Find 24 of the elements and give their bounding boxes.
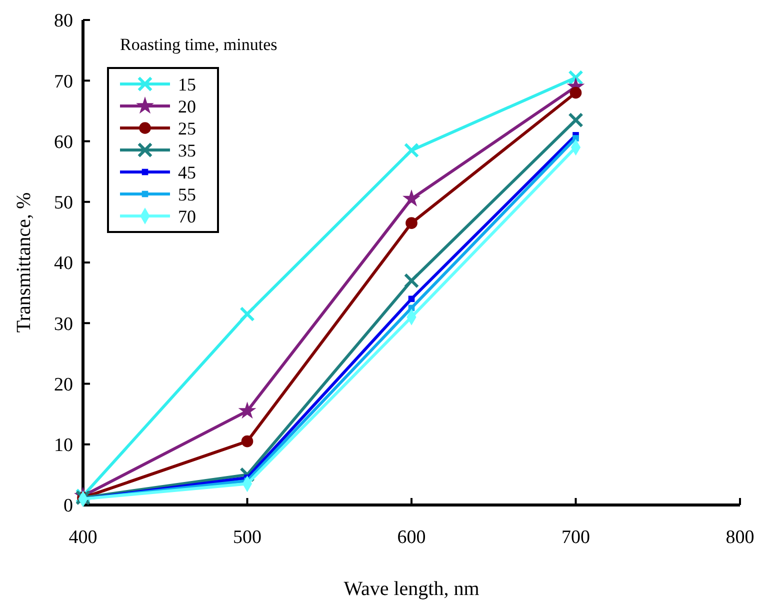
- legend-label: 25: [178, 118, 196, 138]
- y-tick-label: 50: [54, 192, 73, 214]
- x-tick-label: 700: [562, 527, 590, 548]
- y-tick-label: 70: [54, 71, 73, 92]
- y-axis-title: Transmittance, %: [13, 192, 35, 333]
- x-tick-label: 800: [726, 527, 754, 548]
- legend-label: 15: [178, 74, 196, 94]
- legend-label: 20: [178, 96, 196, 116]
- x-tick-label: 500: [233, 527, 262, 548]
- y-tick-label: 80: [54, 10, 73, 32]
- x-tick-label: 400: [68, 527, 98, 548]
- y-tick-label: 20: [54, 374, 73, 396]
- y-tick-label: 40: [54, 253, 73, 274]
- y-tick-label: 10: [54, 435, 73, 456]
- y-tick-label: 60: [54, 132, 73, 153]
- legend-label: 55: [178, 184, 196, 204]
- legend-label: 35: [178, 140, 196, 160]
- y-tick-label: 0: [64, 496, 73, 517]
- legend-label: 70: [178, 206, 196, 226]
- legend-title: Roasting time, minutes: [120, 35, 278, 54]
- legend-label: 45: [178, 162, 196, 182]
- y-tick-label: 30: [54, 314, 73, 335]
- x-axis-title: Wave length, nm: [344, 578, 480, 600]
- x-tick-label: 600: [397, 527, 426, 548]
